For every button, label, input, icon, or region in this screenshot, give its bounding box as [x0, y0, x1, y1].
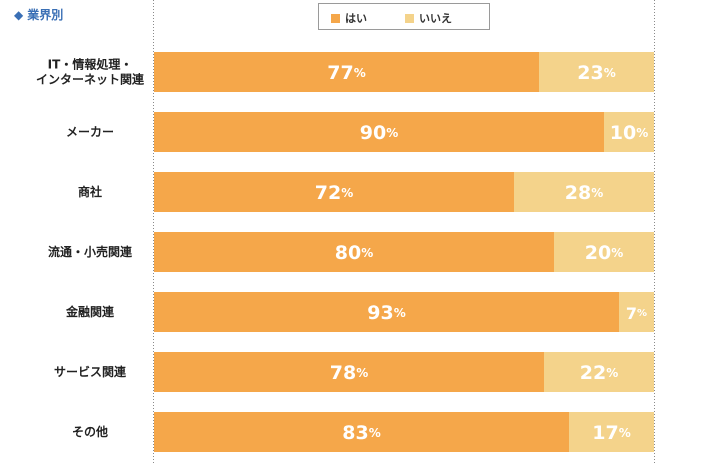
value-label-no: 17% — [592, 422, 630, 444]
value-label-yes: 83% — [342, 422, 380, 444]
value-label-no: 23% — [577, 62, 615, 84]
bar-no — [619, 292, 654, 332]
bar-yes — [154, 352, 544, 392]
category-label: 金融関連 — [65, 304, 115, 319]
legend-swatch-yes — [331, 13, 340, 23]
legend-item-yes: はい — [331, 10, 367, 26]
value-label-no: 10% — [610, 122, 648, 144]
legend-label-yes: はい — [345, 12, 367, 25]
bar-yes — [154, 232, 554, 272]
bar-no — [554, 232, 654, 272]
bar-no — [569, 412, 654, 452]
bar-no — [514, 172, 654, 212]
category-label: メーカー — [66, 125, 114, 139]
bar-yes — [154, 412, 569, 452]
value-label-no: 7% — [626, 304, 647, 323]
chart-legend: はい いいえ — [318, 3, 490, 30]
section-heading-label: 業界別 — [27, 8, 64, 22]
bar-yes — [154, 112, 604, 152]
bar-yes — [154, 172, 514, 212]
legend-swatch-no — [405, 13, 414, 23]
category-label: サービス関連 — [54, 364, 127, 379]
bar-yes — [154, 52, 539, 92]
value-label-yes: 78% — [330, 362, 368, 384]
category-label: その他 — [72, 424, 108, 439]
legend-item-no: いいえ — [405, 10, 452, 26]
diamond-icon: ◆ — [14, 7, 24, 22]
bar-no — [604, 112, 654, 152]
value-label-yes: 90% — [360, 122, 398, 144]
value-label-yes: 77% — [327, 62, 365, 84]
value-label-no: 20% — [585, 242, 623, 264]
value-label-yes: 93% — [367, 302, 405, 324]
category-label: 流通・小売関連 — [48, 244, 133, 259]
value-label-no: 28% — [565, 182, 603, 204]
section-heading: ◆ 業界別 — [14, 6, 63, 23]
bar-yes — [154, 292, 619, 332]
value-label-yes: 72% — [315, 182, 353, 204]
category-label: IT・情報処理・インターネット関連 — [36, 57, 145, 87]
legend-label-no: いいえ — [419, 12, 452, 25]
value-label-no: 22% — [580, 362, 618, 384]
value-label-yes: 80% — [335, 242, 373, 264]
bar-no — [544, 352, 654, 392]
category-label: 商社 — [78, 184, 102, 199]
bar-no — [539, 52, 654, 92]
